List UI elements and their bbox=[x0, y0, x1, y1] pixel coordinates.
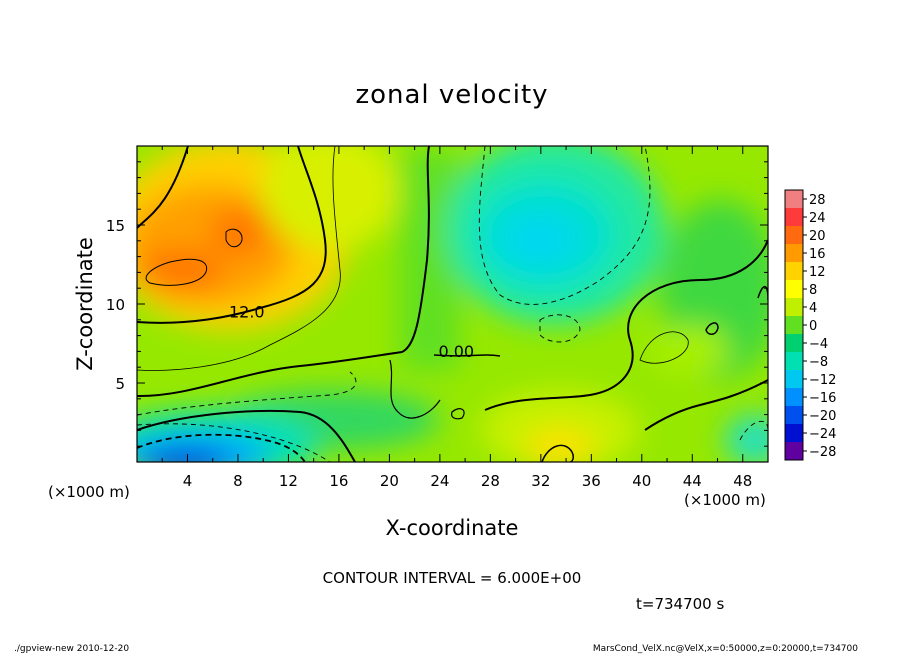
x-tick-label: 48 bbox=[733, 472, 752, 490]
colorbar-segment bbox=[785, 316, 803, 334]
x-axis-ticks: 4 8 12 16 20 24 28 32 36 40 44 48 bbox=[161, 146, 752, 490]
colorbar-segment bbox=[785, 370, 803, 388]
colorbar-segment bbox=[785, 244, 803, 262]
plot-area: 12.0 0.00 bbox=[137, 146, 768, 462]
x-tick-label: 20 bbox=[380, 472, 399, 490]
colorbar-tick-label: −24 bbox=[809, 427, 836, 442]
colorbar-segment bbox=[785, 352, 803, 370]
colorbar-segment bbox=[785, 334, 803, 352]
footer-right: MarsCond_VelX.nc@VelX,x=0:50000,z=0:2000… bbox=[593, 644, 858, 654]
x-tick-label: 40 bbox=[632, 472, 651, 490]
x-tick-label: 4 bbox=[183, 472, 193, 490]
colorbar-tick-label: −16 bbox=[809, 391, 836, 406]
colorbar-tick-label: −20 bbox=[809, 409, 836, 424]
colorbar-tick-label: 0 bbox=[809, 319, 817, 334]
y-axis-label: Z-coordinate bbox=[73, 237, 97, 371]
contour-label: 12.0 bbox=[229, 302, 265, 321]
footer-left: ./gpview-new 2010-12-20 bbox=[14, 644, 129, 654]
colorbar-tick-label: −12 bbox=[809, 373, 836, 388]
contour-label: 0.00 bbox=[438, 342, 474, 361]
colorbar-tick-label: 16 bbox=[809, 247, 826, 262]
colorbar-tick-label: −4 bbox=[809, 337, 828, 352]
x-unit-note-right: (×1000 m) bbox=[684, 491, 766, 509]
colorbar-segment bbox=[785, 208, 803, 226]
colorbar-segment bbox=[785, 406, 803, 424]
colorbar-segment bbox=[785, 442, 803, 460]
x-tick-label: 32 bbox=[531, 472, 550, 490]
colorbar-segment bbox=[785, 226, 803, 244]
x-tick-label: 24 bbox=[430, 472, 449, 490]
colorbar-tick-label: 4 bbox=[809, 301, 817, 316]
x-tick-label: 16 bbox=[329, 472, 348, 490]
y-axis-ticks: 5 10 15 bbox=[106, 161, 768, 447]
colorbar-tick-label: 28 bbox=[809, 193, 826, 208]
contour-lines bbox=[137, 146, 768, 462]
colorbar-segment bbox=[785, 424, 803, 442]
x-axis-label: X-coordinate bbox=[386, 516, 519, 540]
field-fill bbox=[137, 146, 768, 462]
colorbar-tick-label: 12 bbox=[809, 265, 826, 280]
colorbar-segment bbox=[785, 262, 803, 280]
y-tick-label: 15 bbox=[106, 217, 125, 235]
x-tick-label: 28 bbox=[481, 472, 500, 490]
x-tick-label: 44 bbox=[683, 472, 702, 490]
chart-title: zonal velocity bbox=[355, 80, 548, 110]
x-unit-note-left: (×1000 m) bbox=[48, 483, 130, 501]
x-tick-label: 36 bbox=[582, 472, 601, 490]
y-tick-label: 10 bbox=[106, 296, 125, 314]
contour-labels: 12.0 0.00 bbox=[229, 302, 474, 361]
colorbar-tick-label: −8 bbox=[809, 355, 828, 370]
colorbar-segment bbox=[785, 280, 803, 298]
x-tick-label: 12 bbox=[279, 472, 298, 490]
colorbar-tick-label: 8 bbox=[809, 283, 817, 298]
colorbar: 28 24 20 16 12 8 4 0 −4 −8 −12 −16 −20 −24 −28 bbox=[784, 189, 836, 461]
colorbar-tick-label: 24 bbox=[809, 211, 826, 226]
time-text: t=734700 s bbox=[636, 595, 724, 613]
colorbar-tick-label: −28 bbox=[809, 445, 836, 460]
colorbar-tick-label: 20 bbox=[809, 229, 826, 244]
colorbar-segment bbox=[785, 388, 803, 406]
contour-interval-text: CONTOUR INTERVAL = 6.000E+00 bbox=[323, 569, 582, 587]
x-tick-label: 8 bbox=[233, 472, 243, 490]
colorbar-segment bbox=[785, 298, 803, 316]
y-tick-label: 5 bbox=[115, 375, 125, 393]
colorbar-segment bbox=[785, 190, 803, 208]
